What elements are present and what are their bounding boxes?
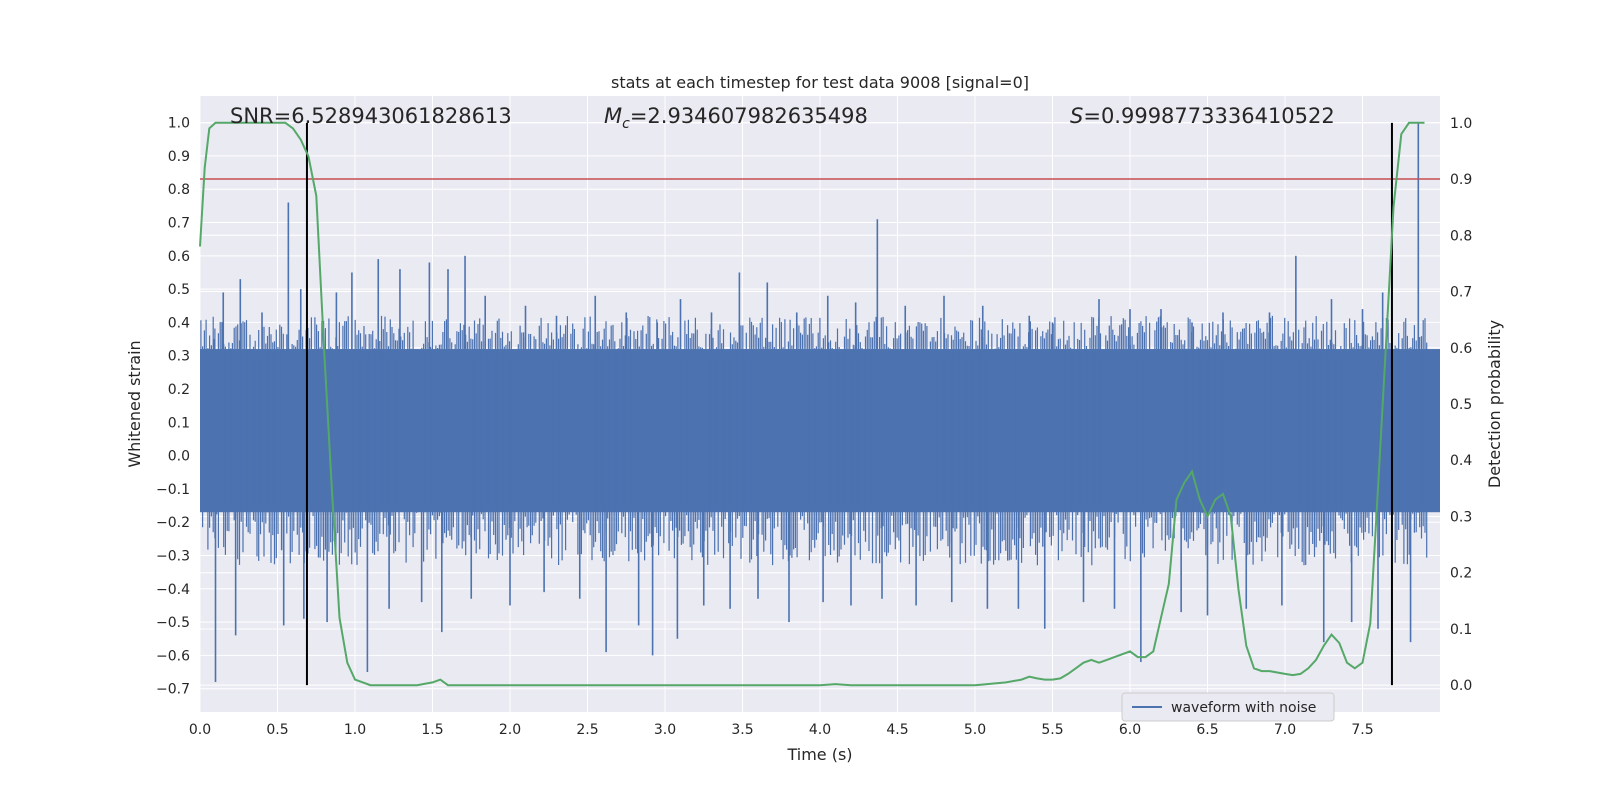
y-right-tick-label: 0.6 [1450, 341, 1472, 357]
x-tick-label: 3.0 [654, 722, 676, 738]
x-tick-label: 4.5 [886, 722, 908, 738]
y-left-tick-label: 0.5 [168, 282, 190, 298]
y-left-tick-label: 0.1 [168, 415, 190, 431]
y-right-tick-label: 0.7 [1450, 285, 1472, 301]
mc-value: =2.934607982635498 [630, 104, 868, 128]
y-right-tick-label: 0.9 [1450, 172, 1472, 188]
y-left-tick-label: −0.6 [156, 648, 190, 664]
y-left-tick-label: 0.6 [168, 249, 190, 265]
y-right-tick-label: 0.1 [1450, 622, 1472, 638]
x-tick-label: 5.0 [964, 722, 986, 738]
x-tick-label: 5.5 [1041, 722, 1063, 738]
x-tick-label: 3.5 [731, 722, 753, 738]
mc-subscript: c [622, 116, 630, 132]
y-left-tick-label: 0.7 [168, 216, 190, 232]
x-tick-label: 7.5 [1351, 722, 1373, 738]
left-axis-ticks: 1.0 0.9 0.8 0.7 0.6 0.5 0.4 0.3 0.2 0.1 0.0 −0.1 −0.… [156, 116, 190, 698]
y-right-tick-label: 0.8 [1450, 228, 1472, 244]
x-tick-label: 2.5 [576, 722, 598, 738]
x-tick-label: 7.0 [1274, 722, 1296, 738]
y-left-tick-label: 0.0 [168, 449, 190, 465]
y-right-tick-label: 0.2 [1450, 566, 1472, 582]
x-tick-label: 1.5 [421, 722, 443, 738]
probability-series [199, 121, 1425, 687]
right-axis-label: Detection probability [1485, 320, 1504, 488]
waveform-noise-trace [200, 315, 1428, 566]
snr-annotation: SNR=6.528943061828613 [230, 104, 512, 128]
y-left-tick-label: 0.8 [168, 182, 190, 198]
s-value: =0.9998773336410522 [1083, 104, 1334, 128]
right-axis-ticks: 1.0 0.9 0.8 0.7 0.6 0.5 0.4 0.3 0.2 0.1 0.0 [1450, 116, 1472, 694]
x-tick-label: 6.5 [1196, 722, 1218, 738]
y-left-tick-label: −0.2 [156, 515, 190, 531]
x-tick-label: 2.0 [499, 722, 521, 738]
left-axis-label: Whitened strain [125, 340, 144, 467]
y-left-tick-label: −0.7 [156, 682, 190, 698]
y-left-tick-label: −0.1 [156, 482, 190, 498]
mc-symbol: M [604, 104, 622, 128]
legend: waveform with noise [1121, 692, 1335, 722]
x-tick-label: 6.0 [1119, 722, 1141, 738]
s-annotation: S=0.9998773336410522 [1070, 104, 1335, 128]
mc-annotation: Mc=2.934607982635498 [604, 104, 868, 132]
y-right-tick-label: 1.0 [1450, 116, 1472, 132]
y-right-tick-label: 0.5 [1450, 397, 1472, 413]
y-left-tick-label: 0.9 [168, 149, 190, 165]
chart-title: stats at each timestep for test data 900… [611, 73, 1029, 92]
y-right-tick-label: 0.4 [1450, 453, 1472, 469]
legend-box [1121, 692, 1335, 722]
legend-entry-waveform: waveform with noise [1171, 700, 1316, 716]
y-left-tick-label: −0.5 [156, 615, 190, 631]
y-left-tick-label: −0.3 [156, 549, 190, 565]
waveform-series [200, 122, 1440, 683]
y-right-tick-label: 0.3 [1450, 509, 1472, 525]
y-left-tick-label: 0.3 [168, 349, 190, 365]
x-tick-label: 4.0 [809, 722, 831, 738]
y-right-tick-label: 0.0 [1450, 678, 1472, 694]
y-left-tick-label: 0.4 [168, 315, 190, 331]
y-left-tick-label: 1.0 [168, 116, 190, 132]
x-axis-label: Time (s) [786, 745, 852, 764]
vertical-markers [305, 122, 1393, 686]
x-axis-ticks: 0.0 0.5 1.0 1.5 2.0 2.5 3.0 3.5 4.0 4.5 5.0 5.5 6.0 6… [189, 722, 1374, 738]
x-tick-label: 0.0 [189, 722, 211, 738]
x-tick-label: 0.5 [266, 722, 288, 738]
x-tick-label: 1.0 [344, 722, 366, 738]
y-left-tick-label: 0.2 [168, 382, 190, 398]
y-left-tick-label: −0.4 [156, 582, 190, 598]
probability-line [199, 121, 1425, 687]
s-symbol: S [1070, 104, 1083, 128]
